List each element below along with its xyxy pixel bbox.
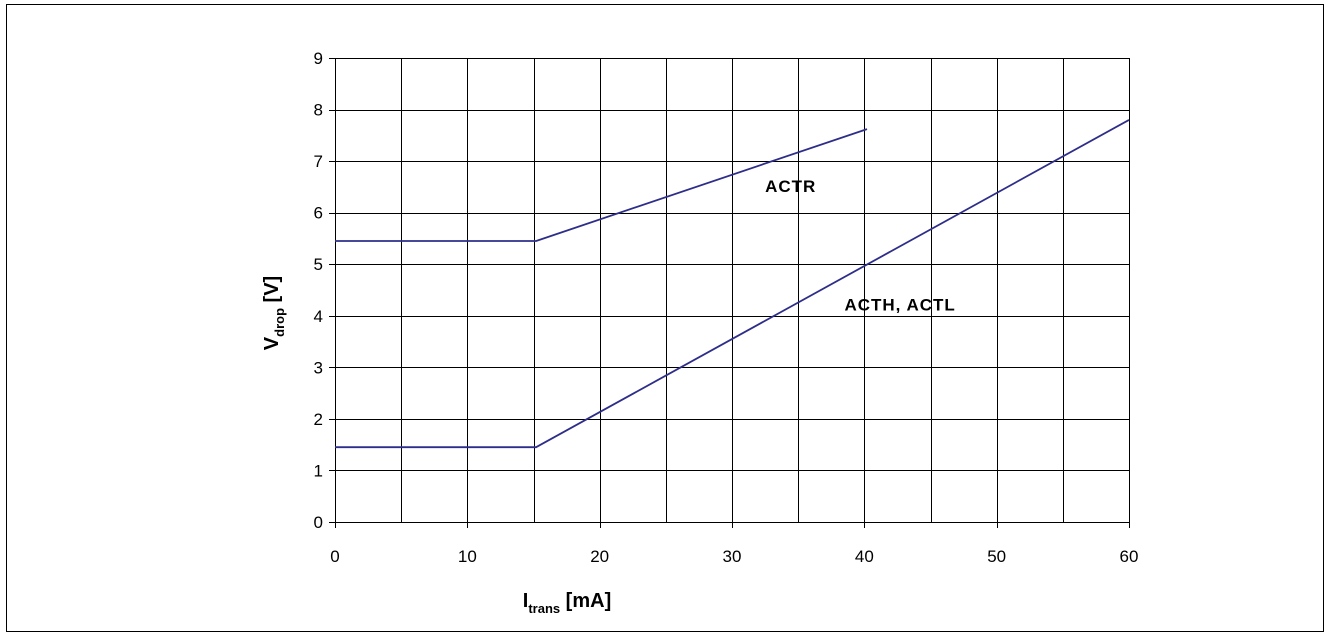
y-tick-label: 8: [314, 101, 323, 120]
series-line-acth-actl: [335, 119, 1130, 449]
y-tick-label: 3: [314, 358, 323, 377]
x-tick-label: 10: [458, 547, 477, 566]
x-tick-label: 20: [590, 547, 609, 566]
x-tick-label: 0: [330, 547, 339, 566]
y-tick-label: 2: [314, 410, 323, 429]
y-tick-label: 5: [314, 255, 323, 274]
series-annotation-acth-actl: ACTH, ACTL: [844, 296, 955, 315]
x-tick-label: 40: [855, 547, 874, 566]
y-tick-label: 7: [314, 152, 323, 171]
y-tick-label: 9: [314, 49, 323, 68]
y-tick-label: 4: [314, 307, 323, 326]
series-layer: [335, 119, 1130, 449]
x-tick-label: 60: [1120, 547, 1139, 566]
y-tick-label: 1: [314, 461, 323, 480]
x-axis-title: Itrans [mA]: [523, 590, 611, 616]
y-axis-title: Vdrop [V]: [261, 276, 287, 350]
x-tick-label: 30: [723, 547, 742, 566]
series-annotation-actr: ACTR: [765, 177, 816, 196]
series-line-actr: [335, 128, 868, 242]
grid: [335, 58, 1130, 523]
x-tick-label: 50: [987, 547, 1006, 566]
annotation-layer: ACTR ACTH, ACTL: [765, 177, 955, 315]
y-tick-label: 0: [314, 513, 323, 532]
tick-layer: 0 10 20 30 40 50 60 0 1 2 3 4 5 6 7 8 9: [314, 49, 1139, 566]
y-tick-label: 6: [314, 204, 323, 223]
chart-frame: [6, 4, 1324, 632]
